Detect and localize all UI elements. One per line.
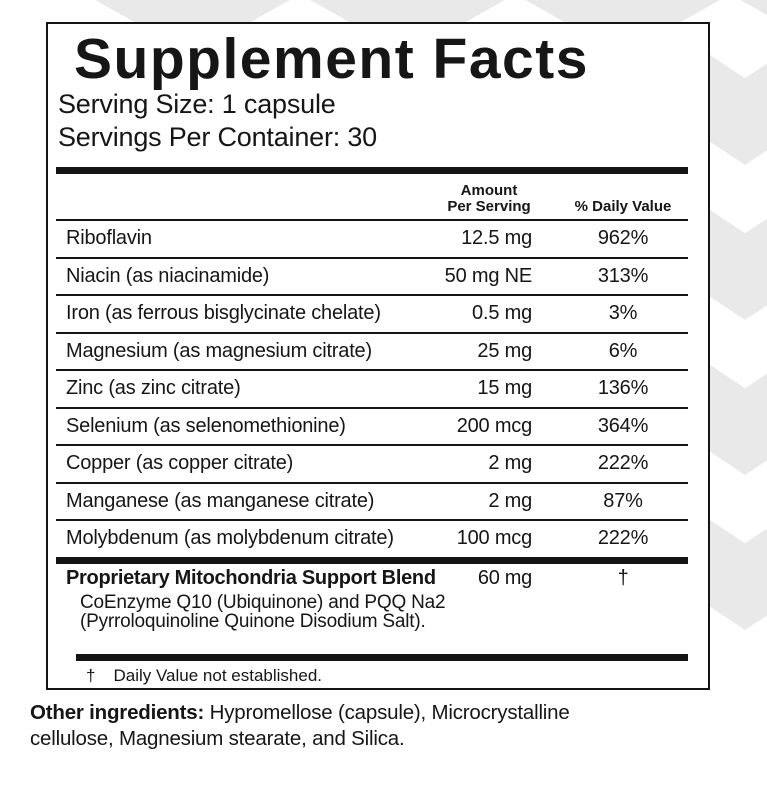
nutrient-daily-value: 87% bbox=[603, 489, 643, 512]
nutrient-name: Molybdenum (as molybdenum citrate) bbox=[66, 527, 394, 550]
other-ingredients-paragraph: Other ingredients: Hypromellose (capsule… bbox=[30, 700, 610, 752]
other-ingredients-text: Hypromellose (capsule), Microcrystalline… bbox=[30, 701, 570, 750]
footnote: † Daily Value not established. bbox=[86, 665, 688, 685]
nutrient-amount: 25 mg bbox=[477, 339, 532, 362]
nutrient-row: Magnesium (as magnesium citrate) 25 mg 6… bbox=[56, 334, 688, 371]
nutrient-name: Manganese (as manganese citrate) bbox=[66, 489, 375, 512]
nutrient-row: Selenium (as selenomethionine) 200 mcg 3… bbox=[56, 409, 688, 446]
nutrient-daily-value: 222% bbox=[597, 527, 649, 550]
nutrient-name: Selenium (as selenomethionine) bbox=[66, 414, 346, 437]
nutrient-row: Zinc (as zinc citrate) 15 mg 136% bbox=[56, 371, 688, 409]
servings-per-container-line: Servings Per Container: 30 bbox=[58, 122, 377, 152]
nutrient-name: Riboflavin bbox=[66, 227, 152, 250]
nutrient-amount: 2 mg bbox=[488, 489, 532, 512]
footnote-text: Daily Value not established. bbox=[113, 665, 323, 685]
daily-value-header: % Daily Value bbox=[574, 198, 672, 215]
blend-description-line: (Pyrroloquinoline Quinone Disodium Salt)… bbox=[80, 611, 426, 632]
heavy-rule-footnote bbox=[76, 653, 688, 661]
nutrient-row: Copper (as copper citrate) 2 mg 222% bbox=[56, 446, 688, 484]
blend-description-line: CoEnzyme Q10 (Ubiquinone) and PQQ Na2 bbox=[80, 591, 446, 613]
nutrient-name: Magnesium (as magnesium citrate) bbox=[66, 339, 372, 362]
heavy-rule-top bbox=[56, 167, 688, 174]
nutrient-name: Zinc (as zinc citrate) bbox=[66, 377, 241, 400]
dagger-symbol: † bbox=[86, 665, 96, 685]
nutrient-amount: 2 mg bbox=[488, 452, 532, 475]
nutrient-rows: Riboflavin 12.5 mg 962% Niacin (as niaci… bbox=[56, 221, 688, 559]
nutrient-name: Iron (as ferrous bisglycinate chelate) bbox=[66, 302, 381, 325]
nutrient-daily-value: 222% bbox=[597, 452, 649, 475]
amount-per-serving-header: Amount Per Serving bbox=[438, 183, 558, 215]
serving-size-line: Serving Size: 1 capsule bbox=[58, 89, 336, 119]
nutrient-row: Riboflavin 12.5 mg 962% bbox=[56, 221, 688, 259]
nutrient-daily-value: 962% bbox=[597, 227, 649, 250]
panel-title: Supplement Facts bbox=[74, 27, 589, 91]
blend-name: Proprietary Mitochondria Support Blend bbox=[66, 566, 436, 589]
chevron-watermark-icon bbox=[730, 0, 767, 55]
blend-amount: 60 mg bbox=[477, 566, 532, 589]
nutrient-row: Molybdenum (as molybdenum citrate) 100 m… bbox=[56, 521, 688, 559]
nutrient-row: Iron (as ferrous bisglycinate chelate) 0… bbox=[56, 296, 688, 334]
nutrient-daily-value: 364% bbox=[597, 414, 649, 437]
heavy-rule-mid bbox=[56, 558, 688, 564]
nutrient-daily-value: 3% bbox=[608, 302, 638, 325]
nutrient-daily-value: 313% bbox=[597, 264, 649, 287]
nutrient-row: Manganese (as manganese citrate) 2 mg 87… bbox=[56, 484, 688, 521]
table-column-headers: Amount Per Serving % Daily Value bbox=[56, 174, 688, 221]
nutrient-row: Niacin (as niacinamide) 50 mg NE 313% bbox=[56, 259, 688, 296]
amount-header-line2: Per Serving bbox=[447, 198, 531, 215]
nutrient-daily-value: 136% bbox=[597, 377, 649, 400]
nutrient-amount: 12.5 mg bbox=[461, 227, 532, 250]
nutrient-amount: 0.5 mg bbox=[472, 302, 532, 325]
proprietary-blend-row: Proprietary Mitochondria Support Blend 6… bbox=[56, 567, 688, 590]
supplement-facts-panel: Supplement Facts Serving Size: 1 capsule… bbox=[46, 22, 710, 690]
nutrient-name: Niacin (as niacinamide) bbox=[66, 264, 270, 287]
blend-daily-value: † bbox=[617, 566, 629, 589]
other-ingredients-label: Other ingredients: bbox=[30, 701, 205, 724]
nutrient-daily-value: 6% bbox=[608, 339, 638, 362]
nutrient-amount: 15 mg bbox=[477, 377, 532, 400]
nutrient-name: Copper (as copper citrate) bbox=[66, 452, 294, 475]
nutrient-amount: 50 mg NE bbox=[444, 264, 533, 287]
nutrient-amount: 200 mcg bbox=[456, 414, 533, 437]
facts-table: Amount Per Serving % Daily Value Ribofla… bbox=[56, 167, 688, 685]
amount-header-line1: Amount bbox=[460, 182, 518, 199]
blend-description: CoEnzyme Q10 (Ubiquinone) and PQQ Na2 (P… bbox=[56, 591, 688, 632]
nutrient-amount: 100 mcg bbox=[456, 527, 533, 550]
